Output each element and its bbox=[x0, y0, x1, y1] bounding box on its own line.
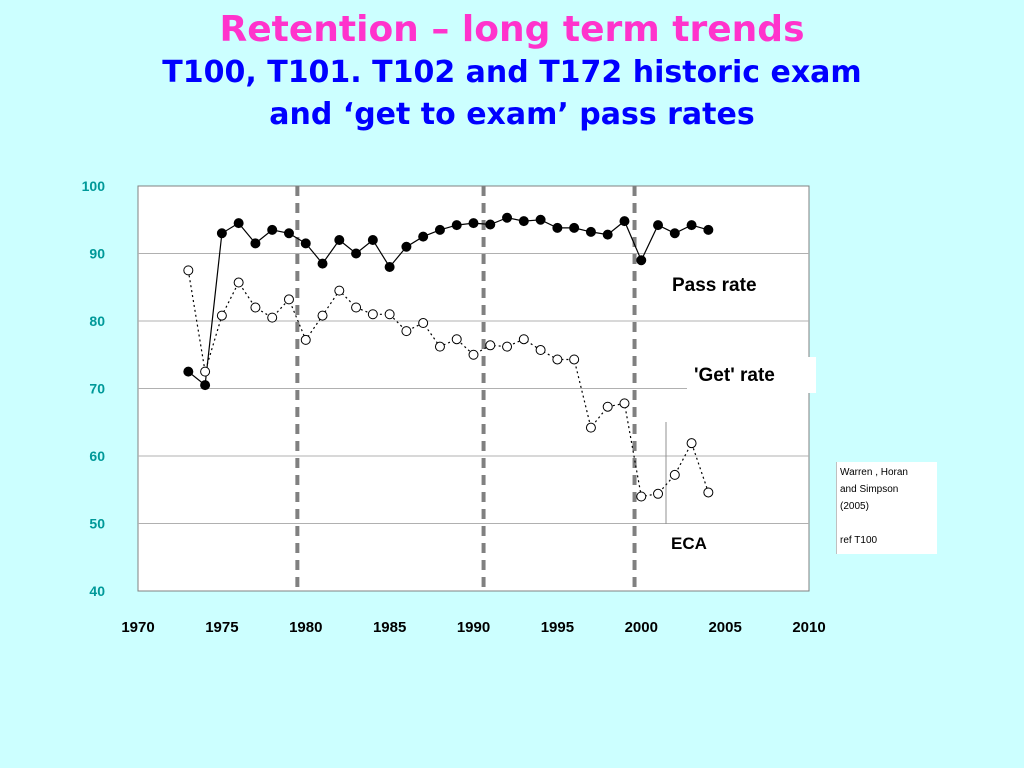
get-rate-point-1978 bbox=[267, 312, 278, 323]
x-tick-1990: 1990 bbox=[457, 619, 490, 636]
pass-rate-point-1989 bbox=[451, 220, 462, 231]
get-rate-point-1990 bbox=[468, 349, 479, 360]
x-tick-labels: 1970 1975 1980 1985 1990 1995 2000 2005 2010 bbox=[121, 619, 825, 636]
pass-rate-point-1977 bbox=[250, 238, 261, 249]
get-rate-point-1997 bbox=[585, 422, 596, 433]
citation-line-4: ref T100 bbox=[840, 535, 878, 546]
get-rate-point-1982 bbox=[334, 285, 345, 296]
pass-rate-point-1976 bbox=[233, 218, 244, 229]
pass-rate-point-1993 bbox=[518, 216, 529, 227]
pass-rate-point-1982 bbox=[334, 235, 345, 245]
x-tick-1985: 1985 bbox=[373, 619, 406, 636]
pass-rate-point-1992 bbox=[502, 212, 513, 223]
get-rate-point-2003 bbox=[686, 438, 697, 449]
x-tick-1980: 1980 bbox=[289, 619, 322, 636]
get-rate-point-1996 bbox=[569, 354, 580, 365]
get-rate-point-1988 bbox=[434, 341, 445, 352]
x-tick-2010: 2010 bbox=[792, 619, 825, 636]
title-line-1: Retention – long term trends bbox=[219, 9, 805, 50]
get-rate-point-1980 bbox=[300, 334, 311, 345]
get-rate-point-1975 bbox=[216, 310, 227, 321]
title-line-3: and ‘get to exam’ pass rates bbox=[269, 97, 755, 132]
get-rate-point-1993 bbox=[518, 334, 529, 345]
pass-rate-point-1984 bbox=[367, 235, 378, 245]
get-rate-point-1994 bbox=[535, 345, 546, 356]
pass-rate-point-1995 bbox=[552, 222, 563, 233]
get-rate-point-1999 bbox=[619, 398, 630, 409]
pass-rate-point-2003 bbox=[686, 220, 697, 231]
pass-rate-point-1998 bbox=[602, 229, 613, 240]
get-rate-point-1995 bbox=[552, 354, 563, 365]
citation-box: Warren , Horan and Simpson (2005) ref T1… bbox=[836, 462, 937, 554]
y-tick-100: 100 bbox=[82, 178, 106, 194]
citation-line-1: Warren , Horan bbox=[840, 467, 908, 478]
y-tick-60: 60 bbox=[89, 448, 105, 464]
get-rate-point-1983 bbox=[351, 302, 362, 313]
pass-rate-point-2004 bbox=[703, 224, 714, 235]
pass-rate-point-1986 bbox=[401, 241, 412, 252]
y-tick-labels: 100 90 80 70 60 50 40 bbox=[82, 178, 106, 599]
x-tick-1995: 1995 bbox=[541, 619, 574, 636]
get-rate-point-1985 bbox=[384, 309, 395, 320]
get-rate-label-box bbox=[687, 357, 816, 393]
get-rate-point-2000 bbox=[636, 491, 647, 502]
get-rate-point-1984 bbox=[367, 309, 378, 320]
get-rate-label: 'Get' rate bbox=[694, 365, 775, 386]
citation-line-3: (2005) bbox=[840, 501, 869, 512]
get-rate-point-1987 bbox=[418, 318, 429, 329]
pass-rate-point-1988 bbox=[434, 224, 445, 235]
pass-rate-point-1975 bbox=[216, 228, 227, 239]
get-rate-point-2001 bbox=[653, 488, 664, 499]
get-rate-point-1974 bbox=[200, 366, 211, 377]
get-rate-point-1976 bbox=[233, 277, 244, 288]
y-tick-70: 70 bbox=[89, 381, 105, 397]
pass-rate-point-1990 bbox=[468, 218, 479, 229]
pass-rate-point-1974 bbox=[200, 380, 211, 391]
x-tick-2000: 2000 bbox=[625, 619, 658, 636]
get-rate-point-1998 bbox=[602, 401, 613, 412]
pass-rate-point-1996 bbox=[569, 222, 580, 233]
y-tick-90: 90 bbox=[89, 246, 105, 262]
pass-rate-point-1981 bbox=[317, 258, 328, 269]
get-rate-point-2004 bbox=[703, 487, 714, 498]
pass-rate-point-1983 bbox=[351, 248, 362, 259]
get-rate-point-1973 bbox=[183, 265, 194, 276]
pass-rate-point-1991 bbox=[485, 219, 496, 230]
title-line-2: T100, T101. T102 and T172 historic exam bbox=[162, 55, 862, 90]
get-rate-point-1991 bbox=[485, 340, 496, 351]
pass-rate-point-1985 bbox=[384, 262, 395, 272]
eca-label: ECA bbox=[671, 534, 707, 553]
citation-line-2: and Simpson bbox=[840, 484, 899, 495]
pass-rate-label: Pass rate bbox=[672, 275, 757, 296]
citation-spacer bbox=[840, 515, 937, 532]
get-rate-point-1979 bbox=[283, 294, 294, 305]
x-tick-2005: 2005 bbox=[708, 619, 741, 636]
get-rate-point-2002 bbox=[669, 469, 680, 480]
get-rate-point-1986 bbox=[401, 326, 412, 337]
get-rate-point-1977 bbox=[250, 302, 261, 313]
pass-rate-point-1997 bbox=[585, 226, 596, 237]
y-tick-40: 40 bbox=[89, 583, 105, 599]
get-rate-point-1992 bbox=[502, 341, 513, 352]
get-rate-point-1989 bbox=[451, 334, 462, 345]
pass-rate-point-1978 bbox=[267, 224, 278, 235]
y-tick-50: 50 bbox=[89, 516, 105, 532]
pass-rate-point-1999 bbox=[619, 216, 630, 227]
x-tick-1975: 1975 bbox=[205, 619, 238, 636]
y-tick-80: 80 bbox=[89, 313, 105, 329]
pass-rate-point-1994 bbox=[535, 214, 546, 225]
get-rate-point-1981 bbox=[317, 310, 328, 321]
pass-rate-point-1980 bbox=[300, 238, 311, 249]
pass-rate-point-2000 bbox=[636, 255, 647, 266]
series-layer bbox=[183, 212, 714, 502]
pass-rate-point-1987 bbox=[418, 231, 429, 242]
pass-rate-point-1973 bbox=[183, 366, 194, 377]
pass-rate-point-2002 bbox=[669, 228, 680, 239]
x-tick-1970: 1970 bbox=[121, 619, 154, 636]
title-block: Retention – long term trends T100, T101.… bbox=[0, 8, 1024, 136]
pass-rate-point-1979 bbox=[283, 228, 294, 239]
pass-rate-point-2001 bbox=[653, 220, 664, 231]
